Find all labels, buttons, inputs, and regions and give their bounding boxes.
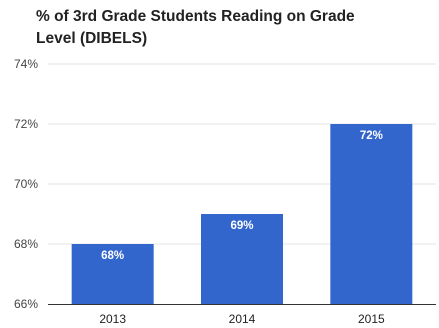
y-tick-label: 74% xyxy=(14,57,38,71)
y-tick-label: 66% xyxy=(14,297,38,311)
data-label-2014: 69% xyxy=(230,220,253,232)
y-tick-label: 72% xyxy=(14,117,38,131)
y-tick-label: 70% xyxy=(14,177,38,191)
chart-title-line-1: % of 3rd Grade Students Reading on Grade xyxy=(36,8,355,25)
bar-2015 xyxy=(330,124,413,304)
bar-2013 xyxy=(71,244,154,304)
data-label-2015: 72% xyxy=(360,130,383,142)
x-tick-label-2014: 2014 xyxy=(229,312,256,326)
bar-2014 xyxy=(201,214,283,304)
x-tick-label-2015: 2015 xyxy=(358,312,385,326)
y-tick-label: 68% xyxy=(14,237,38,251)
data-label-2013: 68% xyxy=(101,250,124,262)
bars: 68% 69% 72% xyxy=(71,124,413,304)
y-axis: 66% 68% 70% 72% 74% xyxy=(14,57,38,311)
chart-title-line-2: Level (DIBELS) xyxy=(36,30,148,47)
x-axis: 2013 2014 2015 xyxy=(48,304,436,326)
x-tick-label-2013: 2013 xyxy=(99,312,126,326)
chart-title: % of 3rd Grade Students Reading on Grade… xyxy=(36,6,436,50)
